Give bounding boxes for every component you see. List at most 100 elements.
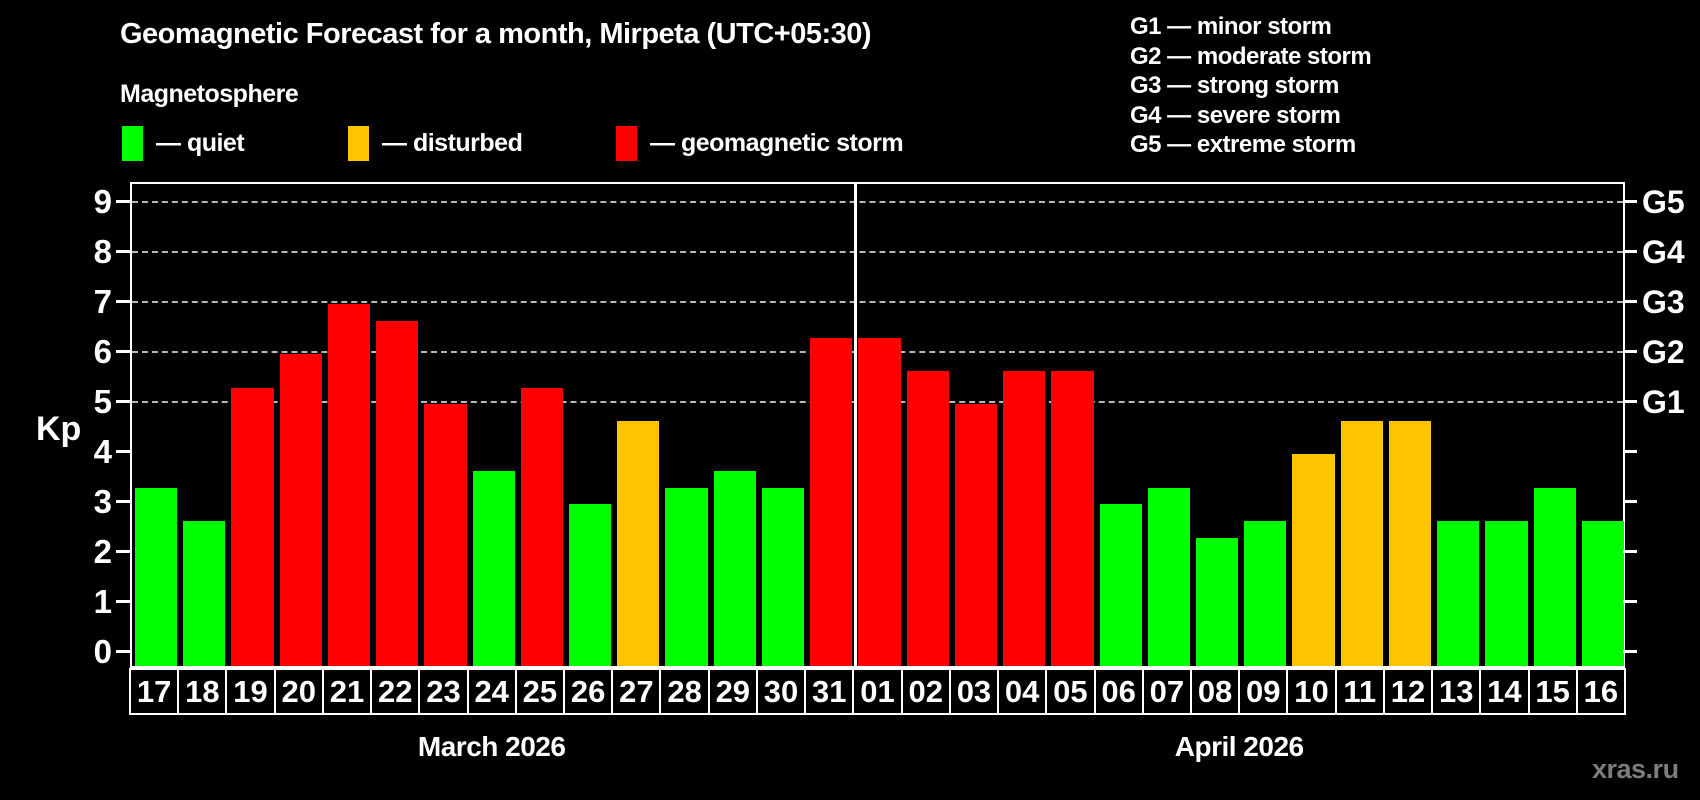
day-label-11: 11 [1334,668,1385,715]
y-axis-label: Kp [36,410,82,448]
y-tick-left-1 [116,600,130,603]
day-label-24: 24 [466,668,517,715]
day-label-19: 19 [225,668,276,715]
day-label-13: 13 [1431,668,1482,715]
legend-item-storm: — geomagnetic storm [616,123,904,163]
day-label-12: 12 [1382,668,1434,715]
bar-day-21 [327,304,371,666]
day-label-09: 09 [1238,668,1289,715]
day-label-06: 06 [1093,668,1144,715]
bar-day-10 [1292,454,1335,666]
bar-day-13 [1437,520,1480,666]
plot-area [130,182,1625,668]
day-label-05: 05 [1045,668,1096,715]
bar-day-23 [424,404,467,666]
ytick-label-8: 8 [93,233,112,270]
bar-day-05 [1051,370,1094,666]
legend-swatch-quiet [122,125,143,161]
bar-day-30 [761,487,805,666]
bar-day-15 [1533,487,1576,666]
y-tick-left-8 [116,250,130,253]
g-axis-label-G4: G4 [1642,234,1685,270]
bar-day-19 [231,387,274,666]
y-tick-left-7 [116,300,130,303]
day-label-23: 23 [418,668,469,715]
bar-day-04 [1003,370,1046,666]
g-legend-line-3: G3 — strong storm [1130,72,1339,99]
y-tick-right-6 [1623,350,1637,353]
gridline-kp-8 [132,251,1623,253]
bar-day-31 [810,337,853,666]
g-scale-legend: G1 — minor storm G2 — moderate storm G3 — … [1130,12,1372,160]
y-tick-right-5 [1623,400,1637,403]
month-label-march-2026: March 2026 [417,731,566,762]
y-tick-left-4 [116,450,130,453]
g-axis-label-G5: G5 [1642,184,1685,220]
ytick-label-7: 7 [93,283,112,320]
g-legend-line-4: G4 — severe storm [1130,101,1341,129]
chart-subtitle: Magnetosphere [120,80,299,108]
day-label-16: 16 [1575,668,1626,715]
day-label-10: 10 [1286,668,1337,715]
ytick-label-4: 4 [93,433,112,470]
bar-day-22 [376,320,419,666]
bar-day-08 [1195,537,1239,666]
ytick-label-9: 9 [93,183,112,220]
day-label-30: 30 [755,668,807,715]
day-label-28: 28 [659,668,710,715]
y-tick-left-3 [116,500,130,503]
day-label-22: 22 [370,668,421,715]
day-label-29: 29 [707,668,758,715]
ytick-label-1: 1 [93,583,112,620]
y-tick-right-1 [1623,600,1637,603]
day-label-31: 31 [804,668,855,715]
legend-label-quiet: — quiet [156,128,245,157]
ytick-label-0: 0 [93,633,112,670]
day-label-14: 14 [1479,668,1530,715]
bar-day-17 [135,487,178,666]
ytick-label-3: 3 [93,483,112,520]
day-label-15: 15 [1527,668,1578,715]
g-axis-label-G3: G3 [1642,284,1685,320]
bar-day-11 [1340,420,1383,666]
y-tick-left-5 [116,400,130,403]
day-label-27: 27 [611,668,662,715]
legend-item-quiet: — quiet [122,123,245,163]
legend-item-disturbed: — disturbed [348,123,523,163]
ytick-label-6: 6 [93,333,112,370]
bar-day-16 [1581,520,1624,666]
legend-swatch-storm [616,125,637,161]
day-label-03: 03 [948,668,1000,715]
chart-title: Geomagnetic Forecast for a month, Mirpet… [120,18,872,50]
month-label-april-2026: April 2026 [1174,731,1304,762]
y-tick-right-0 [1623,650,1637,653]
y-tick-right-7 [1623,300,1637,303]
bar-day-02 [906,370,949,666]
day-label-26: 26 [563,668,614,715]
bar-day-01 [858,337,901,666]
ytick-label-2: 2 [93,533,112,570]
y-tick-right-4 [1623,450,1637,453]
day-label-07: 07 [1141,668,1192,715]
gridline-kp-9 [132,201,1623,203]
day-label-01: 01 [852,668,903,715]
legend-label-disturbed: — disturbed [382,128,523,157]
day-label-20: 20 [273,668,324,715]
bar-day-26 [569,504,612,666]
g-legend-line-5: G5 — extreme storm [1130,131,1356,158]
bar-day-28 [665,487,708,666]
day-label-17: 17 [129,668,180,715]
g-axis-label-G1: G1 [1642,384,1685,420]
y-tick-right-8 [1623,250,1637,253]
month-divider-line [853,184,857,666]
day-label-04: 04 [997,668,1048,715]
bar-day-29 [713,470,756,666]
bar-day-14 [1485,520,1528,666]
y-tick-left-2 [116,550,130,553]
y-tick-right-2 [1623,550,1637,553]
bar-day-09 [1244,520,1287,666]
bar-day-12 [1388,420,1432,666]
bar-day-06 [1099,504,1142,666]
y-tick-left-9 [116,200,130,203]
